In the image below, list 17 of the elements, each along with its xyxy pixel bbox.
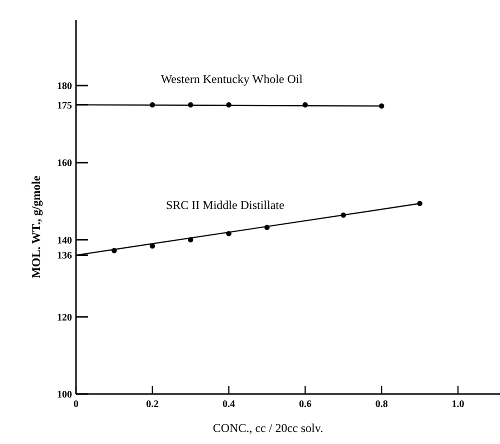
- y-tick-label: 160: [57, 158, 72, 170]
- y-tick-label: 175: [57, 100, 72, 112]
- x-tick-label: 0.8: [375, 399, 388, 410]
- x-tick-label: 0.4: [222, 399, 236, 410]
- y-axis-title: MOL. WT., g/gmole: [29, 175, 43, 278]
- series-label: SRC II Middle Distillate: [166, 198, 284, 212]
- y-tick-label: 180: [57, 81, 72, 92]
- y-tick-label: 120: [57, 312, 72, 324]
- y-tick-label: 136: [57, 250, 72, 262]
- y-tick-label: 140: [57, 235, 72, 246]
- x-tick-label: 0.2: [146, 399, 159, 410]
- x-tick-label: 0.6: [298, 399, 312, 410]
- x-axis-title: CONC., cc / 20cc solv.: [212, 421, 324, 435]
- y-tick-label: 100: [57, 390, 72, 400]
- x-tick-label: 0: [74, 399, 78, 410]
- series-label: Western Kentucky Whole Oil: [160, 72, 304, 86]
- x-tick-label: 1.0: [452, 399, 464, 410]
